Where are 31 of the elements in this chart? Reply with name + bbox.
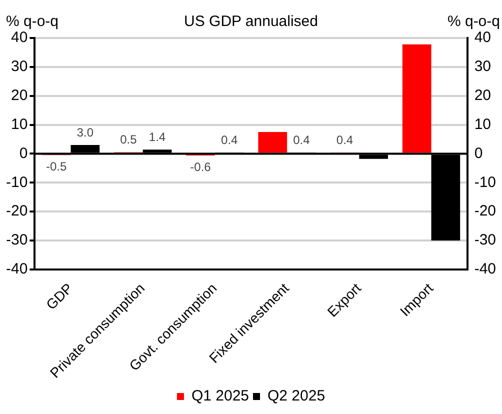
data-label: 0.4 — [293, 132, 310, 147]
data-label: -0.5 — [46, 159, 67, 174]
y2-tick-label: -20 — [474, 202, 496, 220]
y2-tick-label: 40 — [474, 29, 492, 46]
y2-tick-label: 20 — [474, 87, 492, 104]
y-tick-label: 10 — [10, 116, 28, 133]
data-label: -0.6 — [190, 160, 212, 174]
data-label: 0.5 — [120, 132, 138, 147]
y2-tick-label: 10 — [474, 116, 492, 133]
legend-label: Q2 2025 — [268, 388, 326, 405]
y-tick-label: -10 — [6, 174, 28, 191]
legend-label: Q1 2025 — [191, 388, 249, 405]
y-tick-label: 20 — [10, 87, 28, 104]
y2-tick-label: -10 — [474, 174, 496, 191]
y2-tick-label: -40 — [474, 260, 496, 278]
y2-tick-label: 30 — [474, 58, 492, 76]
y-tick-label: 30 — [10, 58, 28, 76]
data-label: 0.4 — [221, 132, 238, 147]
y-axis-title: % q-o-q — [6, 13, 59, 30]
chart-title: US GDP annualised — [184, 13, 318, 30]
y2-tick-label: 0 — [474, 144, 483, 162]
y2-tick-label: -30 — [474, 232, 496, 249]
y-tick-label: -40 — [6, 260, 28, 278]
y-tick-label: -20 — [6, 202, 28, 220]
y-tick-label: 40 — [10, 29, 28, 46]
data-label: 3.0 — [76, 125, 94, 140]
data-label: 0.4 — [336, 132, 354, 147]
y-tick-label: -30 — [6, 232, 28, 249]
y-tick-label: 0 — [19, 144, 28, 162]
y2-axis-title: % q-o-q — [447, 13, 500, 30]
data-label: 1.4 — [148, 130, 166, 144]
